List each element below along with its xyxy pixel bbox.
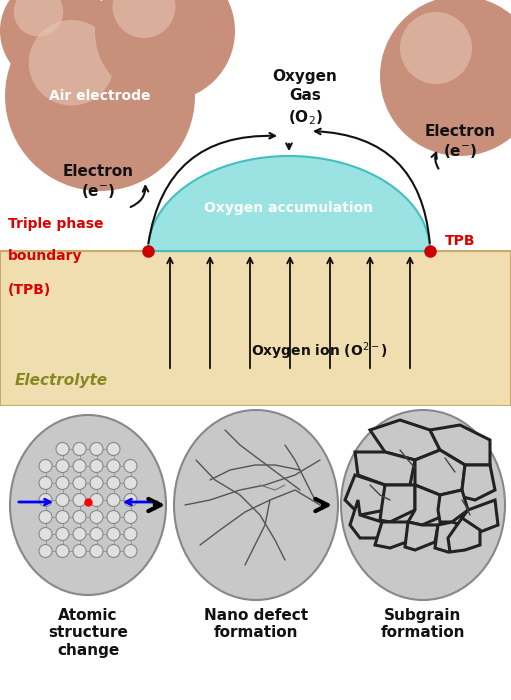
Circle shape <box>107 510 120 524</box>
Polygon shape <box>455 465 495 500</box>
Circle shape <box>5 1 195 191</box>
Circle shape <box>56 442 69 456</box>
Circle shape <box>0 0 110 86</box>
Text: Oxygen: Oxygen <box>272 69 337 83</box>
Text: (e$^{-}$): (e$^{-}$) <box>443 142 477 160</box>
Text: Electrolyte: Electrolyte <box>15 373 108 388</box>
Circle shape <box>90 459 103 473</box>
Circle shape <box>90 442 103 456</box>
Circle shape <box>107 459 120 473</box>
Circle shape <box>124 545 137 557</box>
Circle shape <box>39 545 52 557</box>
Circle shape <box>107 528 120 540</box>
Text: Electron: Electron <box>62 164 133 178</box>
Text: Subgrain
formation: Subgrain formation <box>381 608 465 640</box>
Polygon shape <box>370 420 440 460</box>
Circle shape <box>39 510 52 524</box>
Circle shape <box>56 510 69 524</box>
Circle shape <box>124 477 137 489</box>
Circle shape <box>380 0 511 156</box>
Circle shape <box>90 510 103 524</box>
Text: Atomic
structure
change: Atomic structure change <box>48 608 128 658</box>
Circle shape <box>39 477 52 489</box>
Circle shape <box>124 528 137 540</box>
Ellipse shape <box>174 410 338 600</box>
Circle shape <box>39 494 52 507</box>
Circle shape <box>107 442 120 456</box>
Polygon shape <box>462 500 498 532</box>
Circle shape <box>107 477 120 489</box>
Polygon shape <box>380 485 415 522</box>
Polygon shape <box>408 485 445 525</box>
Polygon shape <box>448 518 480 552</box>
Circle shape <box>107 545 120 557</box>
Circle shape <box>39 528 52 540</box>
Polygon shape <box>355 452 415 485</box>
Circle shape <box>56 494 69 507</box>
Polygon shape <box>435 522 470 552</box>
Circle shape <box>124 459 137 473</box>
Circle shape <box>124 494 137 507</box>
Circle shape <box>73 494 86 507</box>
Circle shape <box>39 459 52 473</box>
Text: Oxygen ion (O$^{2-}$): Oxygen ion (O$^{2-}$) <box>250 340 387 362</box>
Text: Electron: Electron <box>425 123 496 139</box>
Polygon shape <box>148 156 430 251</box>
Circle shape <box>73 510 86 524</box>
Circle shape <box>29 20 114 106</box>
Text: (O$_2$): (O$_2$) <box>288 108 322 127</box>
Circle shape <box>73 545 86 557</box>
Polygon shape <box>415 450 465 495</box>
Bar <box>0 251 511 406</box>
Circle shape <box>107 494 120 507</box>
Polygon shape <box>350 500 382 538</box>
Circle shape <box>73 477 86 489</box>
Text: Gas: Gas <box>289 88 321 104</box>
Circle shape <box>95 0 235 101</box>
Text: Oxygen accumulation: Oxygen accumulation <box>204 202 374 216</box>
Circle shape <box>56 477 69 489</box>
Circle shape <box>73 442 86 456</box>
Circle shape <box>90 528 103 540</box>
Polygon shape <box>345 475 385 515</box>
Text: TPB: TPB <box>445 234 476 248</box>
Circle shape <box>90 477 103 489</box>
Text: boundary: boundary <box>8 249 82 263</box>
Circle shape <box>400 12 472 84</box>
Polygon shape <box>430 425 490 465</box>
Text: Air electrode: Air electrode <box>49 89 151 103</box>
Circle shape <box>112 0 175 38</box>
Text: (e$^{-}$): (e$^{-}$) <box>81 182 115 200</box>
Ellipse shape <box>10 415 166 595</box>
Polygon shape <box>405 522 438 550</box>
Text: Nano defect
formation: Nano defect formation <box>204 608 308 640</box>
Circle shape <box>14 0 63 36</box>
Circle shape <box>56 459 69 473</box>
Circle shape <box>56 528 69 540</box>
Circle shape <box>124 510 137 524</box>
Text: Triple phase: Triple phase <box>8 217 104 231</box>
Polygon shape <box>438 490 468 522</box>
Circle shape <box>90 545 103 557</box>
Circle shape <box>90 494 103 507</box>
Polygon shape <box>375 522 412 548</box>
Circle shape <box>73 528 86 540</box>
Text: (TPB): (TPB) <box>8 283 51 297</box>
Ellipse shape <box>341 410 505 600</box>
Circle shape <box>56 545 69 557</box>
Circle shape <box>73 459 86 473</box>
